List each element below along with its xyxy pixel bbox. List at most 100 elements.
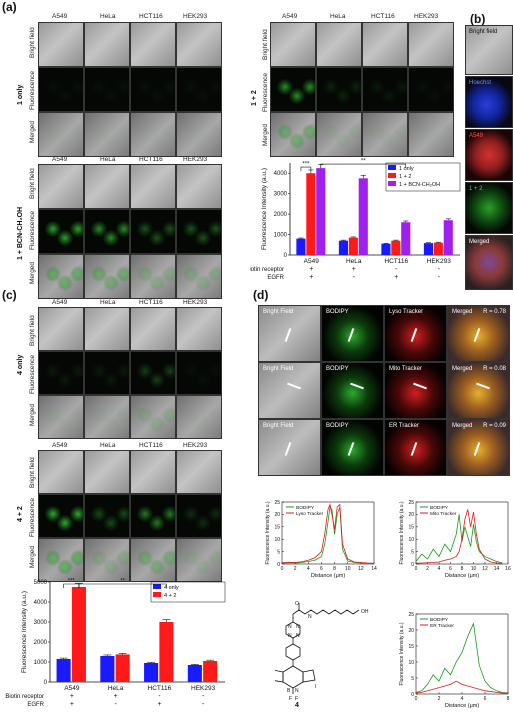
micrograph-fl <box>84 67 130 112</box>
cell-signal <box>116 407 129 424</box>
micrograph-mg <box>270 112 316 157</box>
table-cell: - <box>353 274 356 281</box>
cell-signal <box>162 550 175 567</box>
cell-signal <box>44 221 61 238</box>
image-caption: BODIPY <box>326 423 349 429</box>
x-axis-label: Distance (μm) <box>445 573 480 579</box>
organelle-tracker-image: ER Tracker <box>384 419 447 476</box>
cell-signal <box>136 550 153 567</box>
svg-text:F: F <box>289 696 292 702</box>
cell-signal <box>116 363 129 380</box>
x-tick-label: HCT116 <box>148 685 172 692</box>
micrograph-fl <box>130 351 176 395</box>
line-profile-marker <box>410 442 418 456</box>
table-cell: - <box>202 701 205 708</box>
cell-signal <box>289 88 306 105</box>
micrograph-fl <box>130 67 176 112</box>
cell-signal <box>44 124 61 141</box>
col-header: A549 <box>52 13 68 20</box>
panel-a-bar-chart: 0 1000 2000 3000 4000 Fluorescence Intensity … <box>250 159 461 281</box>
micrograph-bf <box>84 164 130 209</box>
micrograph-fl <box>130 494 176 538</box>
cell-signal <box>368 79 385 96</box>
plot-frame <box>281 501 375 565</box>
y-tick-label: 10 <box>408 660 414 666</box>
cell-signal <box>116 506 129 523</box>
cell-signal <box>103 133 120 150</box>
bar <box>443 220 453 255</box>
cell-signal <box>348 124 361 141</box>
col-header: A549 <box>52 442 68 449</box>
bar <box>159 622 174 682</box>
cell-signal <box>70 124 83 141</box>
cell-signal <box>103 230 120 247</box>
y-tick-label: 15 <box>274 525 280 531</box>
cell-signal <box>70 407 83 424</box>
y-tick-label: 15 <box>408 644 414 650</box>
svg-text:F: F <box>295 696 298 702</box>
y-tick-label: 20 <box>274 512 280 518</box>
image-caption: Merged <box>469 239 490 245</box>
line-profile-marker <box>473 328 481 342</box>
significance-label: ** <box>361 159 366 165</box>
organelle-merged-image: Merged R = 0.09 <box>447 419 510 476</box>
line-profile-marker <box>476 382 490 390</box>
micrograph-mg <box>84 254 130 299</box>
cell-signal <box>57 514 74 531</box>
cell-signal <box>162 407 175 424</box>
col-header: HCT116 <box>139 299 163 306</box>
x-tick-label: 10 <box>471 566 477 572</box>
micrograph-fl <box>176 494 222 538</box>
cell-signal <box>182 363 199 380</box>
cell-signal <box>208 266 221 283</box>
cell-signal <box>368 124 385 141</box>
line-profile-marker <box>284 442 292 456</box>
cell-signal <box>57 415 74 432</box>
micrograph-mg <box>408 112 454 157</box>
cell-signal <box>381 88 398 105</box>
svg-text:N: N <box>308 614 312 620</box>
table-row-label: EGFR <box>267 275 284 281</box>
col-header: HeLa <box>330 13 346 20</box>
cell-signal <box>394 79 407 96</box>
cell-signal <box>427 133 444 150</box>
cell-signal <box>116 266 129 283</box>
cell-signal <box>57 275 74 292</box>
legend-swatch <box>388 181 396 186</box>
cell-signal <box>289 133 306 150</box>
cell-signal <box>90 407 107 424</box>
cell-signal <box>149 133 166 150</box>
cell-signal <box>322 79 339 96</box>
series-line <box>415 514 503 564</box>
micrograph-bf <box>362 22 408 67</box>
cell-signal <box>116 79 129 96</box>
micrograph-bf <box>84 22 130 67</box>
cell-signal <box>116 124 129 141</box>
svg-text:OH: OH <box>361 609 369 615</box>
micrograph-bf <box>130 164 176 209</box>
significance-bracket <box>78 583 167 588</box>
cell-signal <box>182 221 199 238</box>
x-axis-label: Distance (μm) <box>311 573 346 579</box>
cell-signal <box>90 363 107 380</box>
image-caption: BODIPY <box>326 366 349 372</box>
cell-signal <box>208 79 221 96</box>
organelle-merged-image: Merged R = 0.78 <box>447 305 510 362</box>
cell-signal <box>162 506 175 523</box>
table-cell: + <box>309 266 313 273</box>
cell-signal <box>195 415 212 432</box>
cell-signal <box>44 506 61 523</box>
line-profile-marker <box>287 382 301 390</box>
cell-signal <box>103 88 120 105</box>
table-cell: + <box>309 274 313 281</box>
y-tick-label: 0 <box>411 692 414 698</box>
micrograph-fl <box>130 209 176 254</box>
cell-signal <box>208 506 221 523</box>
micrograph-fl <box>84 494 130 538</box>
x-tick-label: 10 <box>345 566 351 572</box>
micrograph-mg <box>84 112 130 157</box>
table-cell: - <box>395 266 398 273</box>
cell-signal <box>90 124 107 141</box>
y-tick-label: 1000 <box>274 233 288 239</box>
